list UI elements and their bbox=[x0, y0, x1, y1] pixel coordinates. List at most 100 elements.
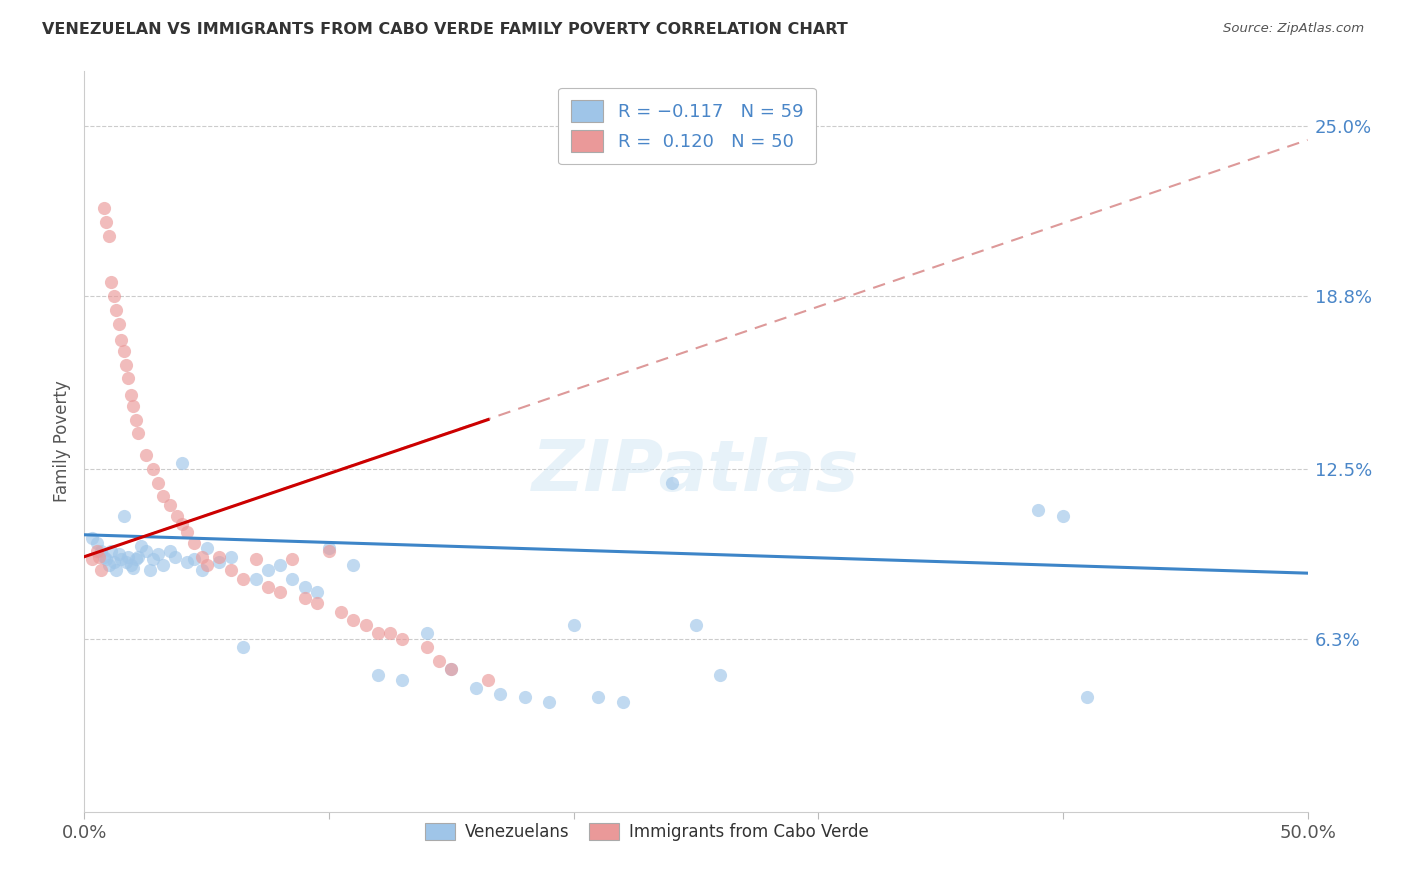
Point bbox=[125, 412, 148, 426]
Point bbox=[96, 552, 118, 566]
Point bbox=[318, 541, 340, 556]
Point bbox=[219, 563, 242, 577]
Point bbox=[176, 555, 198, 569]
Point bbox=[1028, 503, 1050, 517]
Point bbox=[90, 563, 112, 577]
Point bbox=[163, 549, 186, 564]
Point bbox=[105, 563, 128, 577]
Point bbox=[380, 626, 402, 640]
Point bbox=[152, 558, 174, 572]
Point bbox=[135, 448, 157, 462]
Point bbox=[117, 371, 139, 385]
Text: Source: ZipAtlas.com: Source: ZipAtlas.com bbox=[1223, 22, 1364, 36]
Point bbox=[538, 695, 561, 709]
Point bbox=[115, 358, 138, 372]
Point bbox=[195, 558, 218, 572]
Point bbox=[146, 475, 169, 490]
Point bbox=[100, 276, 122, 290]
Point bbox=[318, 544, 340, 558]
Point bbox=[172, 457, 194, 471]
Point bbox=[1076, 690, 1098, 704]
Point bbox=[191, 563, 214, 577]
Point bbox=[305, 596, 328, 610]
Point bbox=[391, 632, 413, 646]
Point bbox=[100, 544, 122, 558]
Text: ZIPatlas: ZIPatlas bbox=[533, 437, 859, 506]
Point bbox=[245, 552, 267, 566]
Point bbox=[112, 508, 135, 523]
Point bbox=[135, 544, 157, 558]
Point bbox=[183, 536, 205, 550]
Point bbox=[139, 563, 162, 577]
Point bbox=[391, 673, 413, 687]
Point bbox=[183, 552, 205, 566]
Point bbox=[159, 498, 181, 512]
Point bbox=[294, 591, 316, 605]
Legend: Venezuelans, Immigrants from Cabo Verde: Venezuelans, Immigrants from Cabo Verde bbox=[418, 816, 876, 847]
Point bbox=[342, 613, 364, 627]
Point bbox=[142, 552, 165, 566]
Point bbox=[232, 640, 254, 655]
Point bbox=[120, 558, 142, 572]
Point bbox=[245, 572, 267, 586]
Point bbox=[86, 536, 108, 550]
Point bbox=[80, 552, 103, 566]
Point bbox=[208, 555, 231, 569]
Point bbox=[96, 215, 118, 229]
Point bbox=[107, 317, 129, 331]
Point bbox=[305, 585, 328, 599]
Point bbox=[87, 549, 110, 564]
Point bbox=[93, 549, 115, 564]
Point bbox=[416, 640, 439, 655]
Point bbox=[427, 654, 450, 668]
Point bbox=[117, 549, 139, 564]
Point bbox=[195, 541, 218, 556]
Point bbox=[152, 489, 174, 503]
Y-axis label: Family Poverty: Family Poverty bbox=[53, 381, 72, 502]
Point bbox=[127, 426, 149, 441]
Point bbox=[103, 289, 125, 303]
Point bbox=[281, 552, 304, 566]
Point bbox=[562, 618, 585, 632]
Point bbox=[257, 563, 280, 577]
Point bbox=[97, 558, 120, 572]
Point bbox=[80, 531, 103, 545]
Point bbox=[122, 399, 145, 413]
Point bbox=[281, 572, 304, 586]
Point bbox=[440, 662, 463, 676]
Point bbox=[219, 549, 242, 564]
Point bbox=[416, 626, 439, 640]
Point bbox=[513, 690, 536, 704]
Point bbox=[586, 690, 609, 704]
Text: VENEZUELAN VS IMMIGRANTS FROM CABO VERDE FAMILY POVERTY CORRELATION CHART: VENEZUELAN VS IMMIGRANTS FROM CABO VERDE… bbox=[42, 22, 848, 37]
Point bbox=[86, 544, 108, 558]
Point bbox=[176, 524, 198, 539]
Point bbox=[232, 572, 254, 586]
Point bbox=[489, 687, 512, 701]
Point bbox=[120, 388, 142, 402]
Point bbox=[129, 539, 152, 553]
Point bbox=[477, 673, 499, 687]
Point bbox=[191, 549, 214, 564]
Point bbox=[342, 558, 364, 572]
Point bbox=[122, 560, 145, 574]
Point bbox=[103, 555, 125, 569]
Point bbox=[127, 549, 149, 564]
Point bbox=[105, 302, 128, 317]
Point bbox=[166, 508, 188, 523]
Point bbox=[661, 475, 683, 490]
Point bbox=[294, 580, 316, 594]
Point bbox=[1052, 508, 1074, 523]
Point bbox=[93, 202, 115, 216]
Point bbox=[269, 585, 291, 599]
Point bbox=[257, 580, 280, 594]
Point bbox=[146, 547, 169, 561]
Point bbox=[112, 344, 135, 359]
Point bbox=[464, 681, 486, 696]
Point bbox=[269, 558, 291, 572]
Point bbox=[172, 516, 194, 531]
Point bbox=[125, 552, 148, 566]
Point bbox=[159, 544, 181, 558]
Point bbox=[354, 618, 377, 632]
Point bbox=[367, 667, 389, 681]
